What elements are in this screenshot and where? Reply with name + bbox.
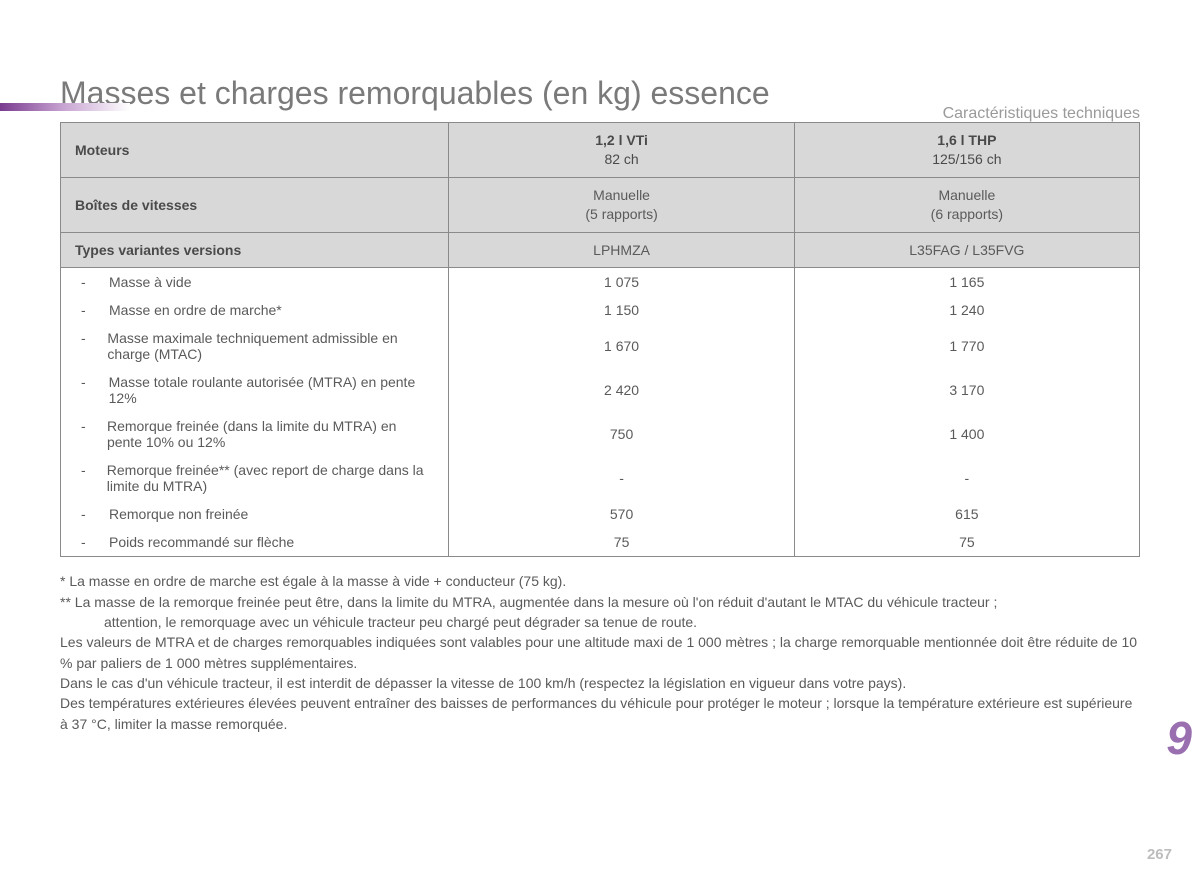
dash-icon: - [81,302,91,318]
value-col2: 615 [794,500,1139,528]
header-label: Types variantes versions [61,232,449,268]
footnote-1: * La masse en ordre de marche est égale … [60,571,1140,591]
dash-icon: - [81,374,91,390]
table-row: - Masse en ordre de marche* 1 1501 240 [61,296,1140,324]
page-number: 267 [1147,846,1172,863]
value-col1: 1 075 [449,268,794,297]
row-label-cell: - Remorque freinée** (avec report de char… [61,456,449,500]
page: Caractéristiques techniques Masses et ch… [0,75,1200,875]
gradient-bar [0,103,130,111]
header-col2: Manuelle(6 rapports) [794,177,1139,232]
value-col1: 2 420 [449,368,794,412]
row-label-text: Masse en ordre de marche* [109,302,282,318]
row-label-text: Remorque freinée** (avec report de charg… [107,462,435,494]
row-label-cell: - Remorque freinée (dans la limite du MTR… [61,412,449,456]
header-label: Boîtes de vitesses [61,177,449,232]
value-col2: 75 [794,528,1139,557]
dash-icon: - [81,534,91,550]
value-col1: 570 [449,500,794,528]
value-col1: 750 [449,412,794,456]
dash-icon: - [81,418,89,434]
value-col2: 1 165 [794,268,1139,297]
row-label-cell: - Masse en ordre de marche* [61,296,449,324]
header-label: Moteurs [61,123,449,178]
footnote-2b: attention, le remorquage avec un véhicul… [104,612,1140,632]
row-label-text: Masse totale roulante autorisée (MTRA) e… [109,374,435,406]
value-col1: 1 150 [449,296,794,324]
row-label-text: Masse maximale techniquement admissible … [107,330,434,362]
table-row: - Masse maximale techniquement admissible… [61,324,1140,368]
footnote-4: Dans le cas d'un véhicule tracteur, il e… [60,673,1140,693]
header-col2: 1,6 l THP125/156 ch [794,123,1139,178]
dash-icon: - [81,330,89,346]
row-label-text: Remorque non freinée [109,506,248,522]
specs-table: Moteurs1,2 l VTi82 ch1,6 l THP125/156 ch… [60,122,1140,557]
table-row: - Masse totale roulante autorisée (MTRA) … [61,368,1140,412]
footnote-5: Des températures extérieures élevées peu… [60,693,1140,734]
row-label-text: Remorque freinée (dans la limite du MTRA… [107,418,434,450]
value-col2: 1 770 [794,324,1139,368]
value-col1: 1 670 [449,324,794,368]
dash-icon: - [81,274,91,290]
value-col2: 3 170 [794,368,1139,412]
table-row: - Remorque non freinée 570615 [61,500,1140,528]
row-label-cell: - Remorque non freinée [61,500,449,528]
dash-icon: - [81,462,89,478]
value-col2: 1 400 [794,412,1139,456]
row-label-cell: - Masse totale roulante autorisée (MTRA) … [61,368,449,412]
header-col1: Manuelle(5 rapports) [449,177,794,232]
row-label-text: Poids recommandé sur flèche [109,534,294,550]
table-header-row: Boîtes de vitessesManuelle(5 rapports)Ma… [61,177,1140,232]
value-col1: 75 [449,528,794,557]
table-row: -Remorque freinée** (avec report de char… [61,456,1140,500]
footnote-3: Les valeurs de MTRA et de charges remorq… [60,632,1140,673]
table-row: - Remorque freinée (dans la limite du MTR… [61,412,1140,456]
row-label-text: Masse à vide [109,274,191,290]
table-header-row: Types variantes versionsLPHMZAL35FAG / L… [61,232,1140,268]
value-col2: 1 240 [794,296,1139,324]
chapter-number: 9 [1166,711,1192,765]
table-header-row: Moteurs1,2 l VTi82 ch1,6 l THP125/156 ch [61,123,1140,178]
header-col1: 1,2 l VTi82 ch [449,123,794,178]
dash-icon: - [81,506,91,522]
row-label-cell: - Masse à vide [61,268,449,297]
header-col2: L35FAG / L35FVG [794,232,1139,268]
row-label-cell: - Poids recommandé sur flèche [61,528,449,557]
value-col2: - [794,456,1139,500]
table-row: - Masse à vide 1 0751 165 [61,268,1140,297]
header-col1: LPHMZA [449,232,794,268]
footnote-2a: ** La masse de la remorque freinée peut … [60,592,1140,612]
value-col1: - [449,456,794,500]
section-header: Caractéristiques techniques [943,105,1140,123]
row-label-cell: - Masse maximale techniquement admissible… [61,324,449,368]
table-row: - Poids recommandé sur flèche 7575 [61,528,1140,557]
footnotes: * La masse en ordre de marche est égale … [60,571,1140,733]
